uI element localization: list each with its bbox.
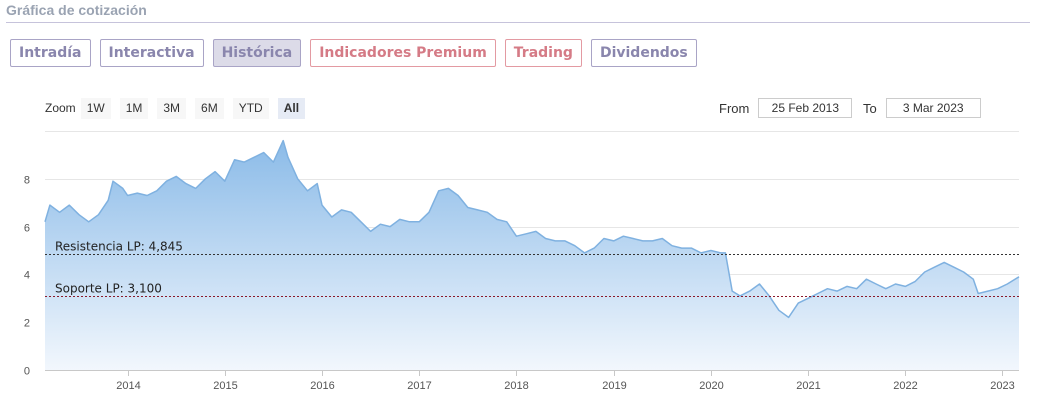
series-area <box>45 140 1019 370</box>
zoom-label: Zoom <box>45 101 76 115</box>
zoom-selector: Zoom 1W 1M 3M 6M YTD All <box>45 97 314 119</box>
y-tick-label: 8 <box>24 175 30 187</box>
series-line <box>44 139 1020 319</box>
chart-tabs: Intradía Interactiva Histórica Indicador… <box>10 39 697 67</box>
x-tick-label: 2014 <box>116 380 140 392</box>
x-tick-label: 2016 <box>310 380 334 392</box>
range-from-input[interactable]: 25 Feb 2013 <box>758 98 853 118</box>
range-from-label: From <box>719 100 750 116</box>
support-label: Soporte LP: 3,100 <box>55 282 162 296</box>
y-tick-label: 6 <box>24 223 30 235</box>
y-tick-label: 2 <box>24 318 30 330</box>
x-tick-label: 2021 <box>796 380 820 392</box>
tab-indicadores-premium[interactable]: Indicadores Premium <box>310 39 496 67</box>
zoom-6m-button[interactable]: 6M <box>195 97 224 119</box>
x-tick-label: 2017 <box>407 380 431 392</box>
x-tick-label: 2022 <box>893 380 917 392</box>
y-tick-label: 4 <box>24 270 30 282</box>
title-divider <box>6 22 1030 23</box>
tab-interactiva[interactable]: Interactiva <box>99 39 204 67</box>
range-from: From 25 Feb 2013 <box>719 97 853 119</box>
zoom-ytd-button[interactable]: YTD <box>232 97 269 119</box>
tab-trading[interactable]: Trading <box>504 39 582 67</box>
range-to-input[interactable]: 3 Mar 2023 <box>885 98 981 118</box>
x-tick-label: 2020 <box>699 380 723 392</box>
x-tick-label: 2023 <box>990 380 1014 392</box>
zoom-1m-button[interactable]: 1M <box>119 97 149 119</box>
x-tick-label: 2015 <box>213 380 237 392</box>
y-tick-label: 0 <box>24 366 30 378</box>
zoom-all-button[interactable]: All <box>277 97 306 119</box>
x-tick-label: 2019 <box>602 380 626 392</box>
tab-intradia[interactable]: Intradía <box>10 39 91 67</box>
range-to: To 3 Mar 2023 <box>863 97 981 119</box>
tab-dividendos[interactable]: Dividendos <box>590 39 697 67</box>
range-to-label: To <box>863 100 877 116</box>
zoom-1w-button[interactable]: 1W <box>80 97 111 119</box>
resistance-label: Resistencia LP: 4,845 <box>55 240 183 254</box>
x-tick-label: 2018 <box>504 380 528 392</box>
tab-historica[interactable]: Histórica <box>212 39 302 67</box>
section-title: Gráfica de cotización <box>6 2 147 18</box>
zoom-3m-button[interactable]: 3M <box>157 97 187 119</box>
